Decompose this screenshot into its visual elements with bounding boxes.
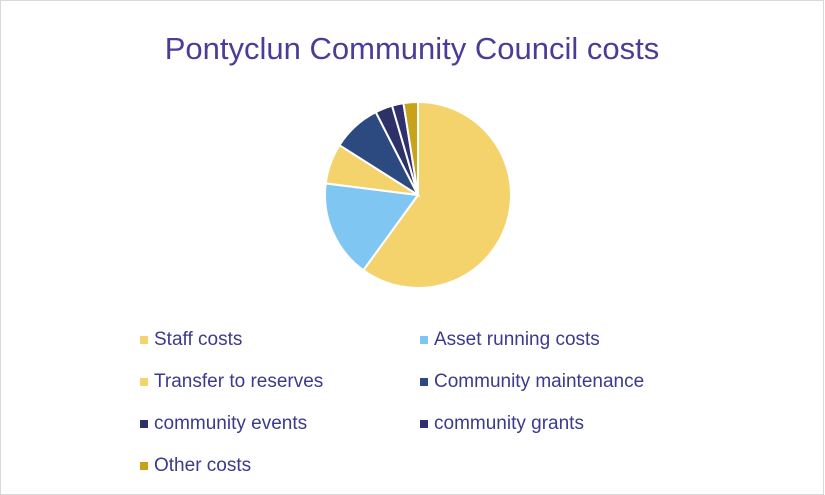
legend-swatch xyxy=(140,462,148,470)
legend-swatch xyxy=(140,378,148,386)
pie-slice xyxy=(361,100,512,289)
legend-label: Other costs xyxy=(154,455,251,476)
legend-swatch xyxy=(140,336,148,344)
legend-label: Community maintenance xyxy=(434,371,644,392)
legend-swatch xyxy=(420,336,428,344)
legend-label: Staff costs xyxy=(154,329,242,350)
legend-swatch xyxy=(420,420,428,428)
legend-label: community events xyxy=(154,413,307,434)
legend-swatch xyxy=(140,420,148,428)
legend-label: community grants xyxy=(434,413,584,434)
legend-swatch xyxy=(420,378,428,386)
pie-slice xyxy=(402,100,419,196)
legend-label: Asset running costs xyxy=(434,329,600,350)
chart-title: Pontyclun Community Council costs xyxy=(165,31,659,66)
legend-label: Transfer to reserves xyxy=(154,371,323,392)
pie-slice xyxy=(324,182,420,272)
